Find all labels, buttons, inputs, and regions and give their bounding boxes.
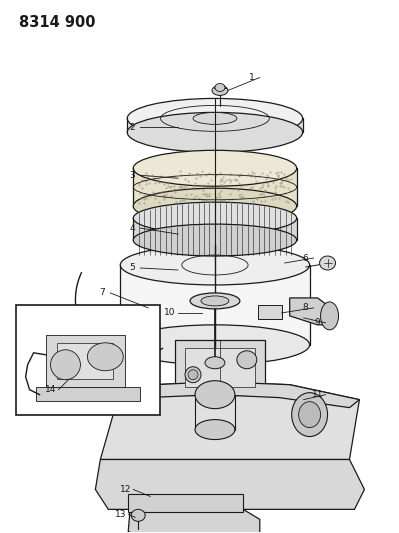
Text: 3: 3: [129, 171, 135, 180]
Polygon shape: [127, 118, 302, 132]
Ellipse shape: [131, 510, 145, 521]
Ellipse shape: [127, 99, 302, 139]
Bar: [45, 335, 125, 386]
Bar: [128, 495, 243, 512]
Ellipse shape: [201, 296, 229, 306]
Polygon shape: [110, 382, 359, 408]
Text: 14: 14: [45, 385, 56, 394]
Polygon shape: [120, 265, 310, 345]
Ellipse shape: [190, 293, 240, 309]
Ellipse shape: [237, 351, 257, 369]
Ellipse shape: [195, 419, 235, 440]
Polygon shape: [128, 507, 260, 533]
Ellipse shape: [212, 85, 228, 95]
Text: 5: 5: [129, 263, 135, 272]
Text: 2: 2: [129, 123, 135, 132]
Bar: [57, 343, 113, 379]
Ellipse shape: [127, 112, 302, 152]
Ellipse shape: [299, 402, 320, 427]
Ellipse shape: [188, 370, 198, 379]
Polygon shape: [133, 168, 297, 206]
Ellipse shape: [185, 367, 201, 383]
Text: 8314 900: 8314 900: [19, 15, 95, 30]
Bar: [185, 348, 255, 386]
Ellipse shape: [320, 302, 338, 330]
Ellipse shape: [320, 256, 336, 270]
Polygon shape: [290, 298, 330, 325]
Polygon shape: [95, 459, 364, 510]
Bar: [36, 386, 140, 401]
Ellipse shape: [195, 381, 235, 409]
Bar: [16, 305, 160, 415]
Ellipse shape: [133, 224, 297, 256]
Text: 11: 11: [312, 390, 323, 399]
Bar: [175, 340, 265, 394]
Ellipse shape: [215, 84, 225, 92]
Text: 4: 4: [129, 224, 135, 232]
Polygon shape: [100, 382, 359, 459]
Text: 13: 13: [115, 510, 126, 519]
Ellipse shape: [133, 150, 297, 186]
Bar: [258, 305, 282, 319]
Ellipse shape: [205, 357, 225, 369]
Ellipse shape: [292, 393, 328, 437]
Text: 1: 1: [249, 73, 255, 82]
Ellipse shape: [133, 188, 297, 224]
Ellipse shape: [87, 343, 123, 371]
Ellipse shape: [133, 202, 297, 234]
Ellipse shape: [193, 112, 237, 124]
Text: 6: 6: [303, 254, 308, 263]
Ellipse shape: [120, 245, 310, 285]
Polygon shape: [133, 218, 297, 240]
Ellipse shape: [120, 325, 310, 365]
Text: 7: 7: [99, 288, 105, 297]
Text: 9: 9: [315, 318, 320, 327]
Text: 12: 12: [120, 485, 131, 494]
Text: 8: 8: [303, 303, 308, 312]
Text: 10: 10: [164, 309, 176, 317]
Ellipse shape: [51, 350, 81, 379]
